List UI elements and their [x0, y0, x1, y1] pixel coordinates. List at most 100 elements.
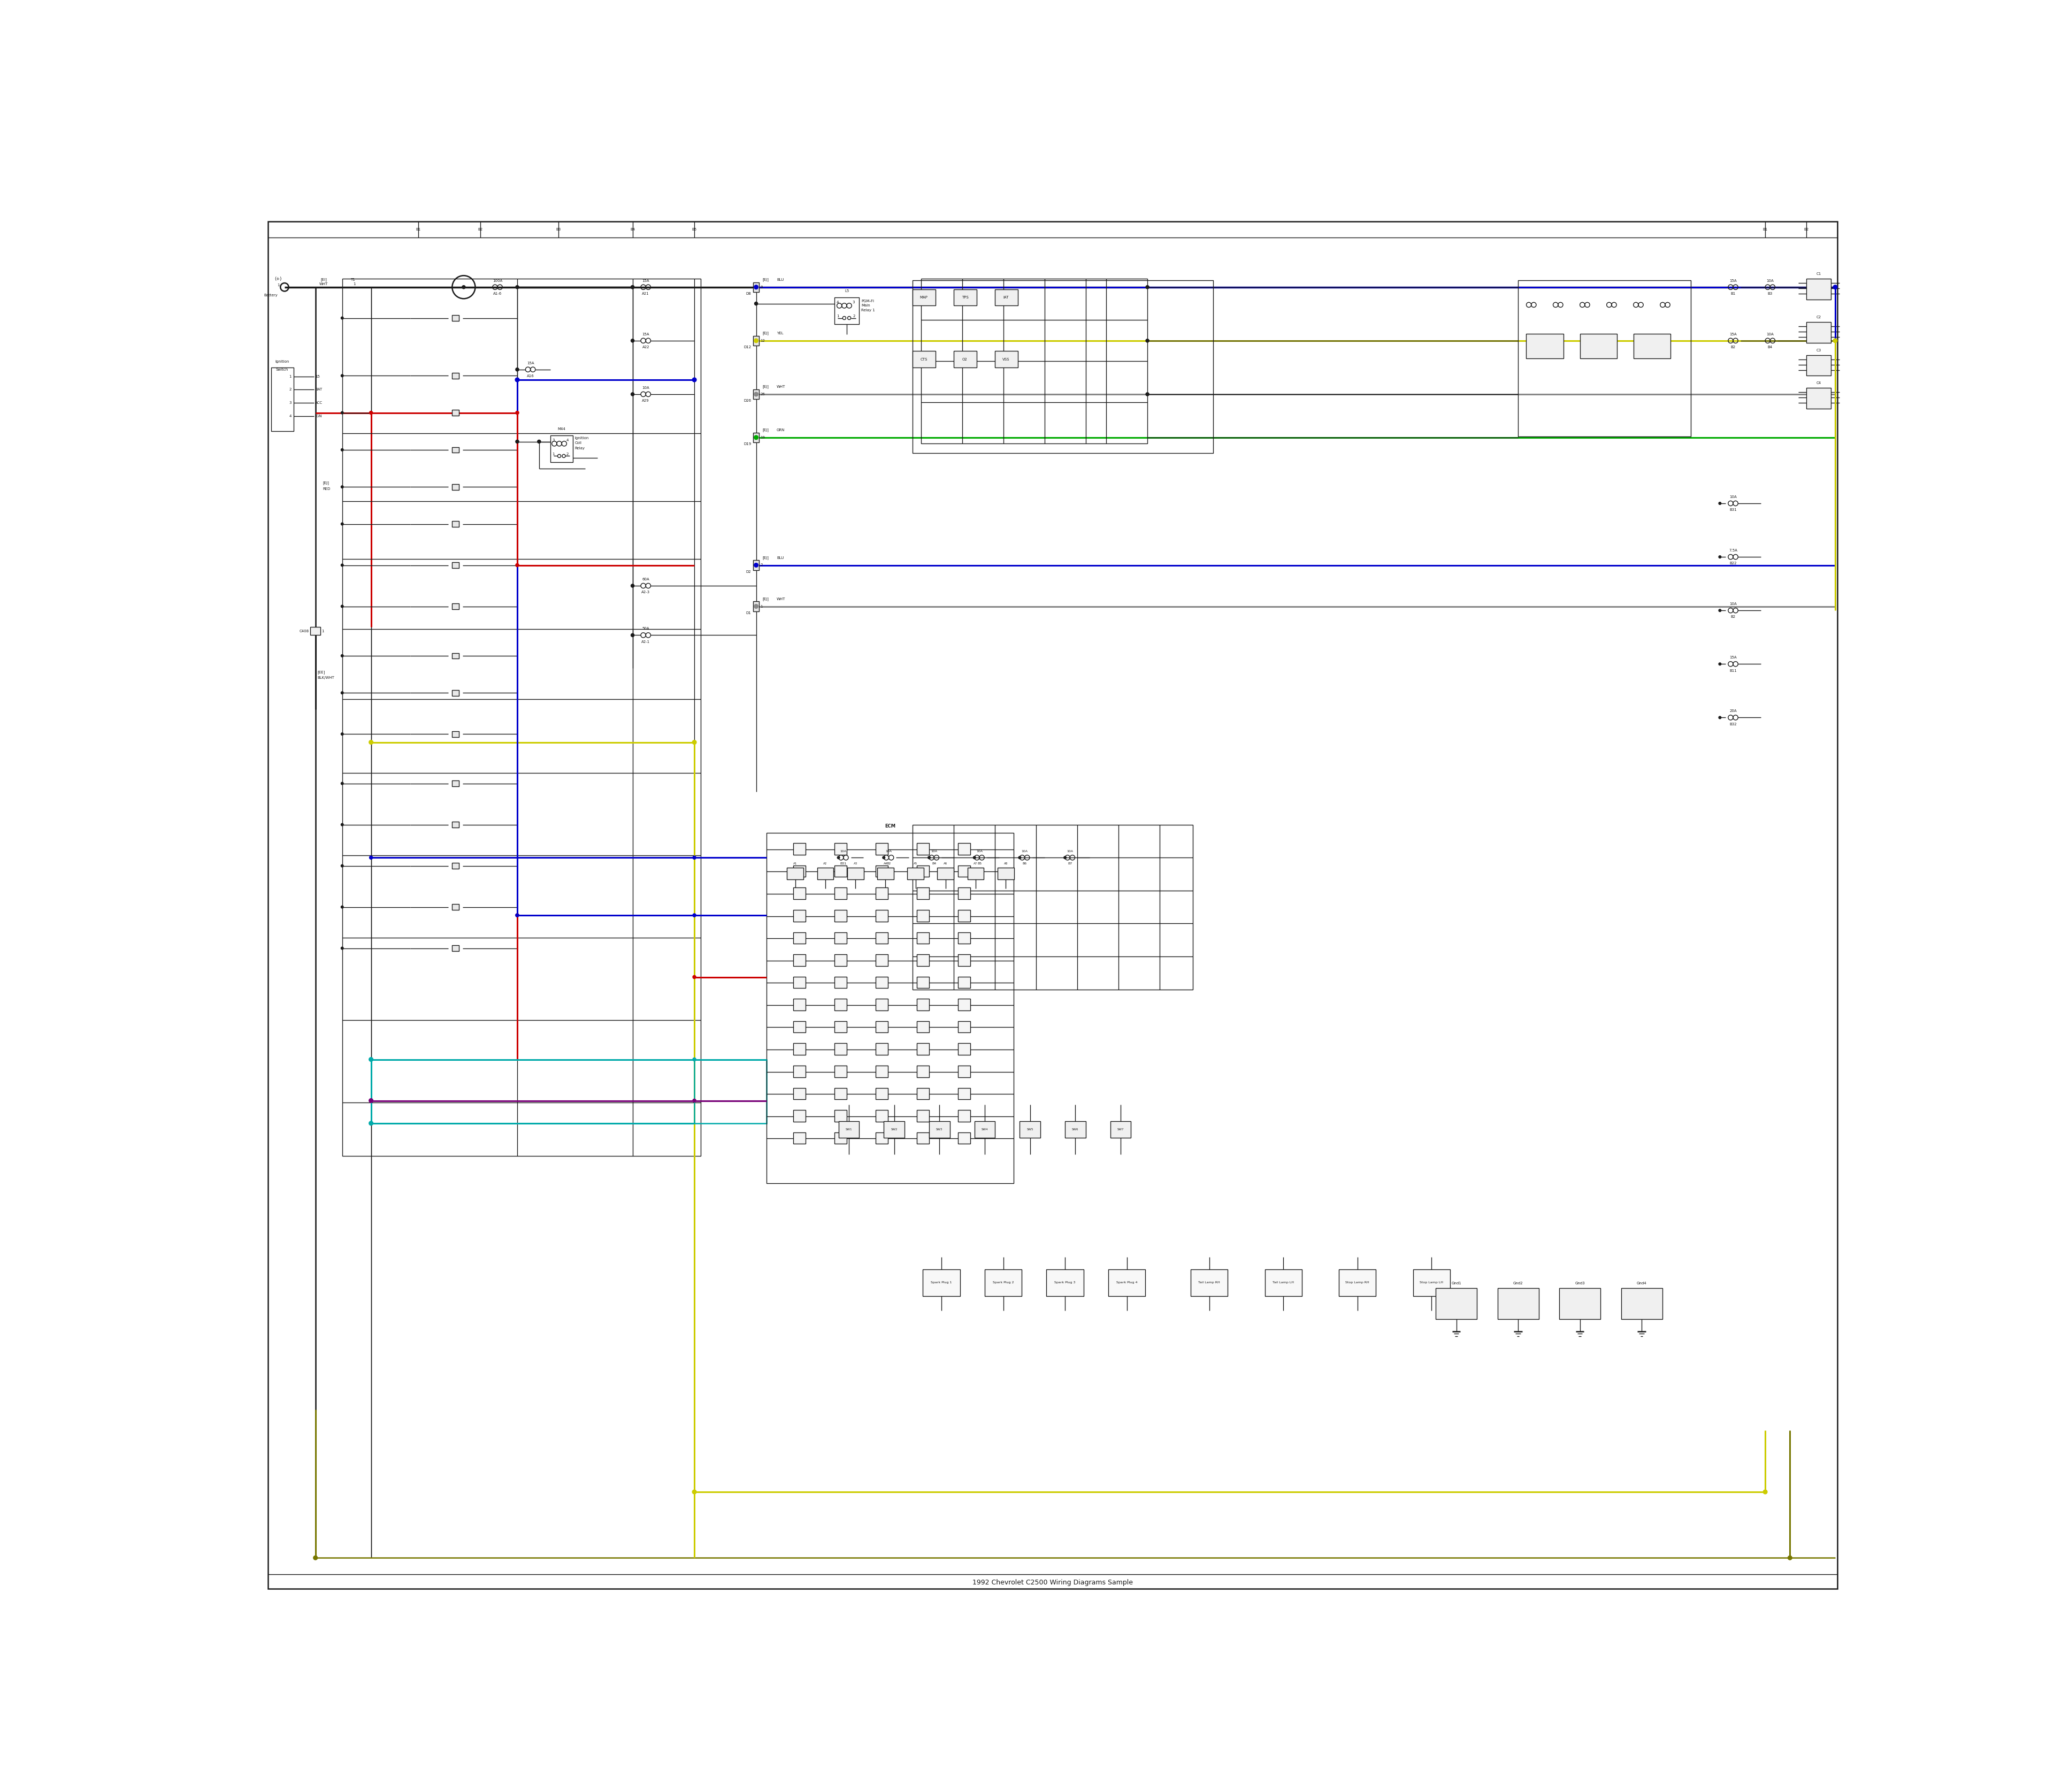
Bar [1045, 1269, 1085, 1296]
Bar [452, 373, 460, 378]
Circle shape [754, 563, 758, 568]
Bar [834, 1043, 846, 1055]
Bar [912, 351, 935, 367]
Text: WHT: WHT [776, 597, 785, 600]
Bar [793, 1088, 805, 1098]
Circle shape [754, 435, 758, 439]
Circle shape [631, 285, 635, 289]
Bar [793, 844, 805, 855]
Circle shape [370, 1122, 374, 1125]
Bar [994, 351, 1017, 367]
Circle shape [341, 654, 343, 658]
Text: IGN: IGN [314, 414, 322, 418]
Text: A2-3: A2-3 [641, 591, 649, 593]
Text: B7: B7 [1068, 862, 1072, 866]
Bar [916, 887, 928, 900]
Text: 1: 1 [322, 629, 325, 633]
Circle shape [341, 692, 343, 694]
Text: Relay: Relay [575, 446, 585, 450]
Bar [875, 1043, 887, 1055]
Circle shape [1719, 609, 1721, 611]
Text: Battery: Battery [265, 294, 277, 297]
Bar [957, 1066, 969, 1077]
Bar [916, 977, 928, 987]
Text: O2: O2 [963, 358, 967, 360]
Text: Stop Lamp LH: Stop Lamp LH [1419, 1281, 1444, 1285]
Text: [EI]: [EI] [320, 278, 327, 281]
Bar [452, 410, 460, 416]
Circle shape [1832, 339, 1836, 342]
Circle shape [631, 584, 635, 588]
Circle shape [370, 857, 372, 858]
Text: 1: 1 [553, 453, 555, 455]
Bar [1805, 355, 1830, 376]
Bar [967, 867, 984, 880]
Bar [957, 887, 969, 900]
Bar [793, 910, 805, 921]
Text: Gnd2: Gnd2 [1514, 1281, 1524, 1285]
Bar [1805, 389, 1830, 409]
Circle shape [928, 857, 930, 858]
Text: 26: 26 [760, 392, 764, 396]
Text: B1: B1 [1732, 292, 1736, 296]
Bar [834, 866, 846, 876]
Text: Switch: Switch [275, 369, 288, 371]
Circle shape [692, 857, 696, 858]
Bar [957, 1088, 969, 1098]
Bar [754, 335, 760, 346]
Circle shape [1146, 392, 1148, 396]
Bar [1805, 323, 1830, 342]
Circle shape [1019, 857, 1021, 858]
Text: C1: C1 [1816, 272, 1822, 276]
Bar [834, 1088, 846, 1098]
Text: B4: B4 [933, 862, 937, 866]
Text: Tail Lamp RH: Tail Lamp RH [1197, 1281, 1220, 1285]
Bar [916, 844, 928, 855]
Bar [834, 910, 846, 921]
Bar [452, 781, 460, 787]
Text: SW4: SW4 [982, 1129, 988, 1131]
Text: B2: B2 [887, 862, 891, 866]
Bar [916, 1088, 928, 1098]
Bar [793, 1021, 805, 1032]
Bar [1265, 1269, 1302, 1296]
Bar [817, 867, 834, 880]
Circle shape [692, 975, 696, 978]
Bar [452, 905, 460, 910]
Bar [452, 315, 460, 321]
Bar [953, 289, 976, 306]
Circle shape [341, 317, 343, 319]
Bar [957, 1021, 969, 1032]
Text: A21: A21 [643, 292, 649, 296]
Circle shape [756, 287, 758, 289]
Text: B5: B5 [692, 228, 696, 231]
Text: C408: C408 [300, 629, 310, 633]
Circle shape [341, 375, 343, 376]
Circle shape [516, 367, 520, 371]
Bar [953, 351, 976, 367]
Bar [875, 1109, 887, 1122]
Bar [838, 1122, 859, 1138]
Circle shape [1834, 285, 1836, 289]
Text: M44: M44 [557, 426, 565, 430]
Circle shape [1719, 502, 1721, 505]
Text: 10A: 10A [976, 849, 982, 853]
Text: [EJ]: [EJ] [322, 480, 329, 484]
Bar [916, 1066, 928, 1077]
Text: BAT: BAT [314, 389, 322, 391]
Bar [875, 1088, 887, 1098]
Bar [343, 280, 700, 1156]
Bar [793, 998, 805, 1011]
Text: SW3: SW3 [937, 1129, 943, 1131]
Circle shape [370, 410, 372, 414]
Circle shape [974, 857, 976, 858]
Text: ACC: ACC [314, 401, 322, 405]
Bar [998, 867, 1015, 880]
Bar [793, 955, 805, 966]
Text: 3: 3 [290, 401, 292, 405]
Bar [1019, 1122, 1039, 1138]
Text: B2: B2 [479, 228, 483, 231]
Text: B1: B1 [1762, 228, 1768, 231]
Bar [754, 281, 760, 292]
Circle shape [341, 823, 343, 826]
